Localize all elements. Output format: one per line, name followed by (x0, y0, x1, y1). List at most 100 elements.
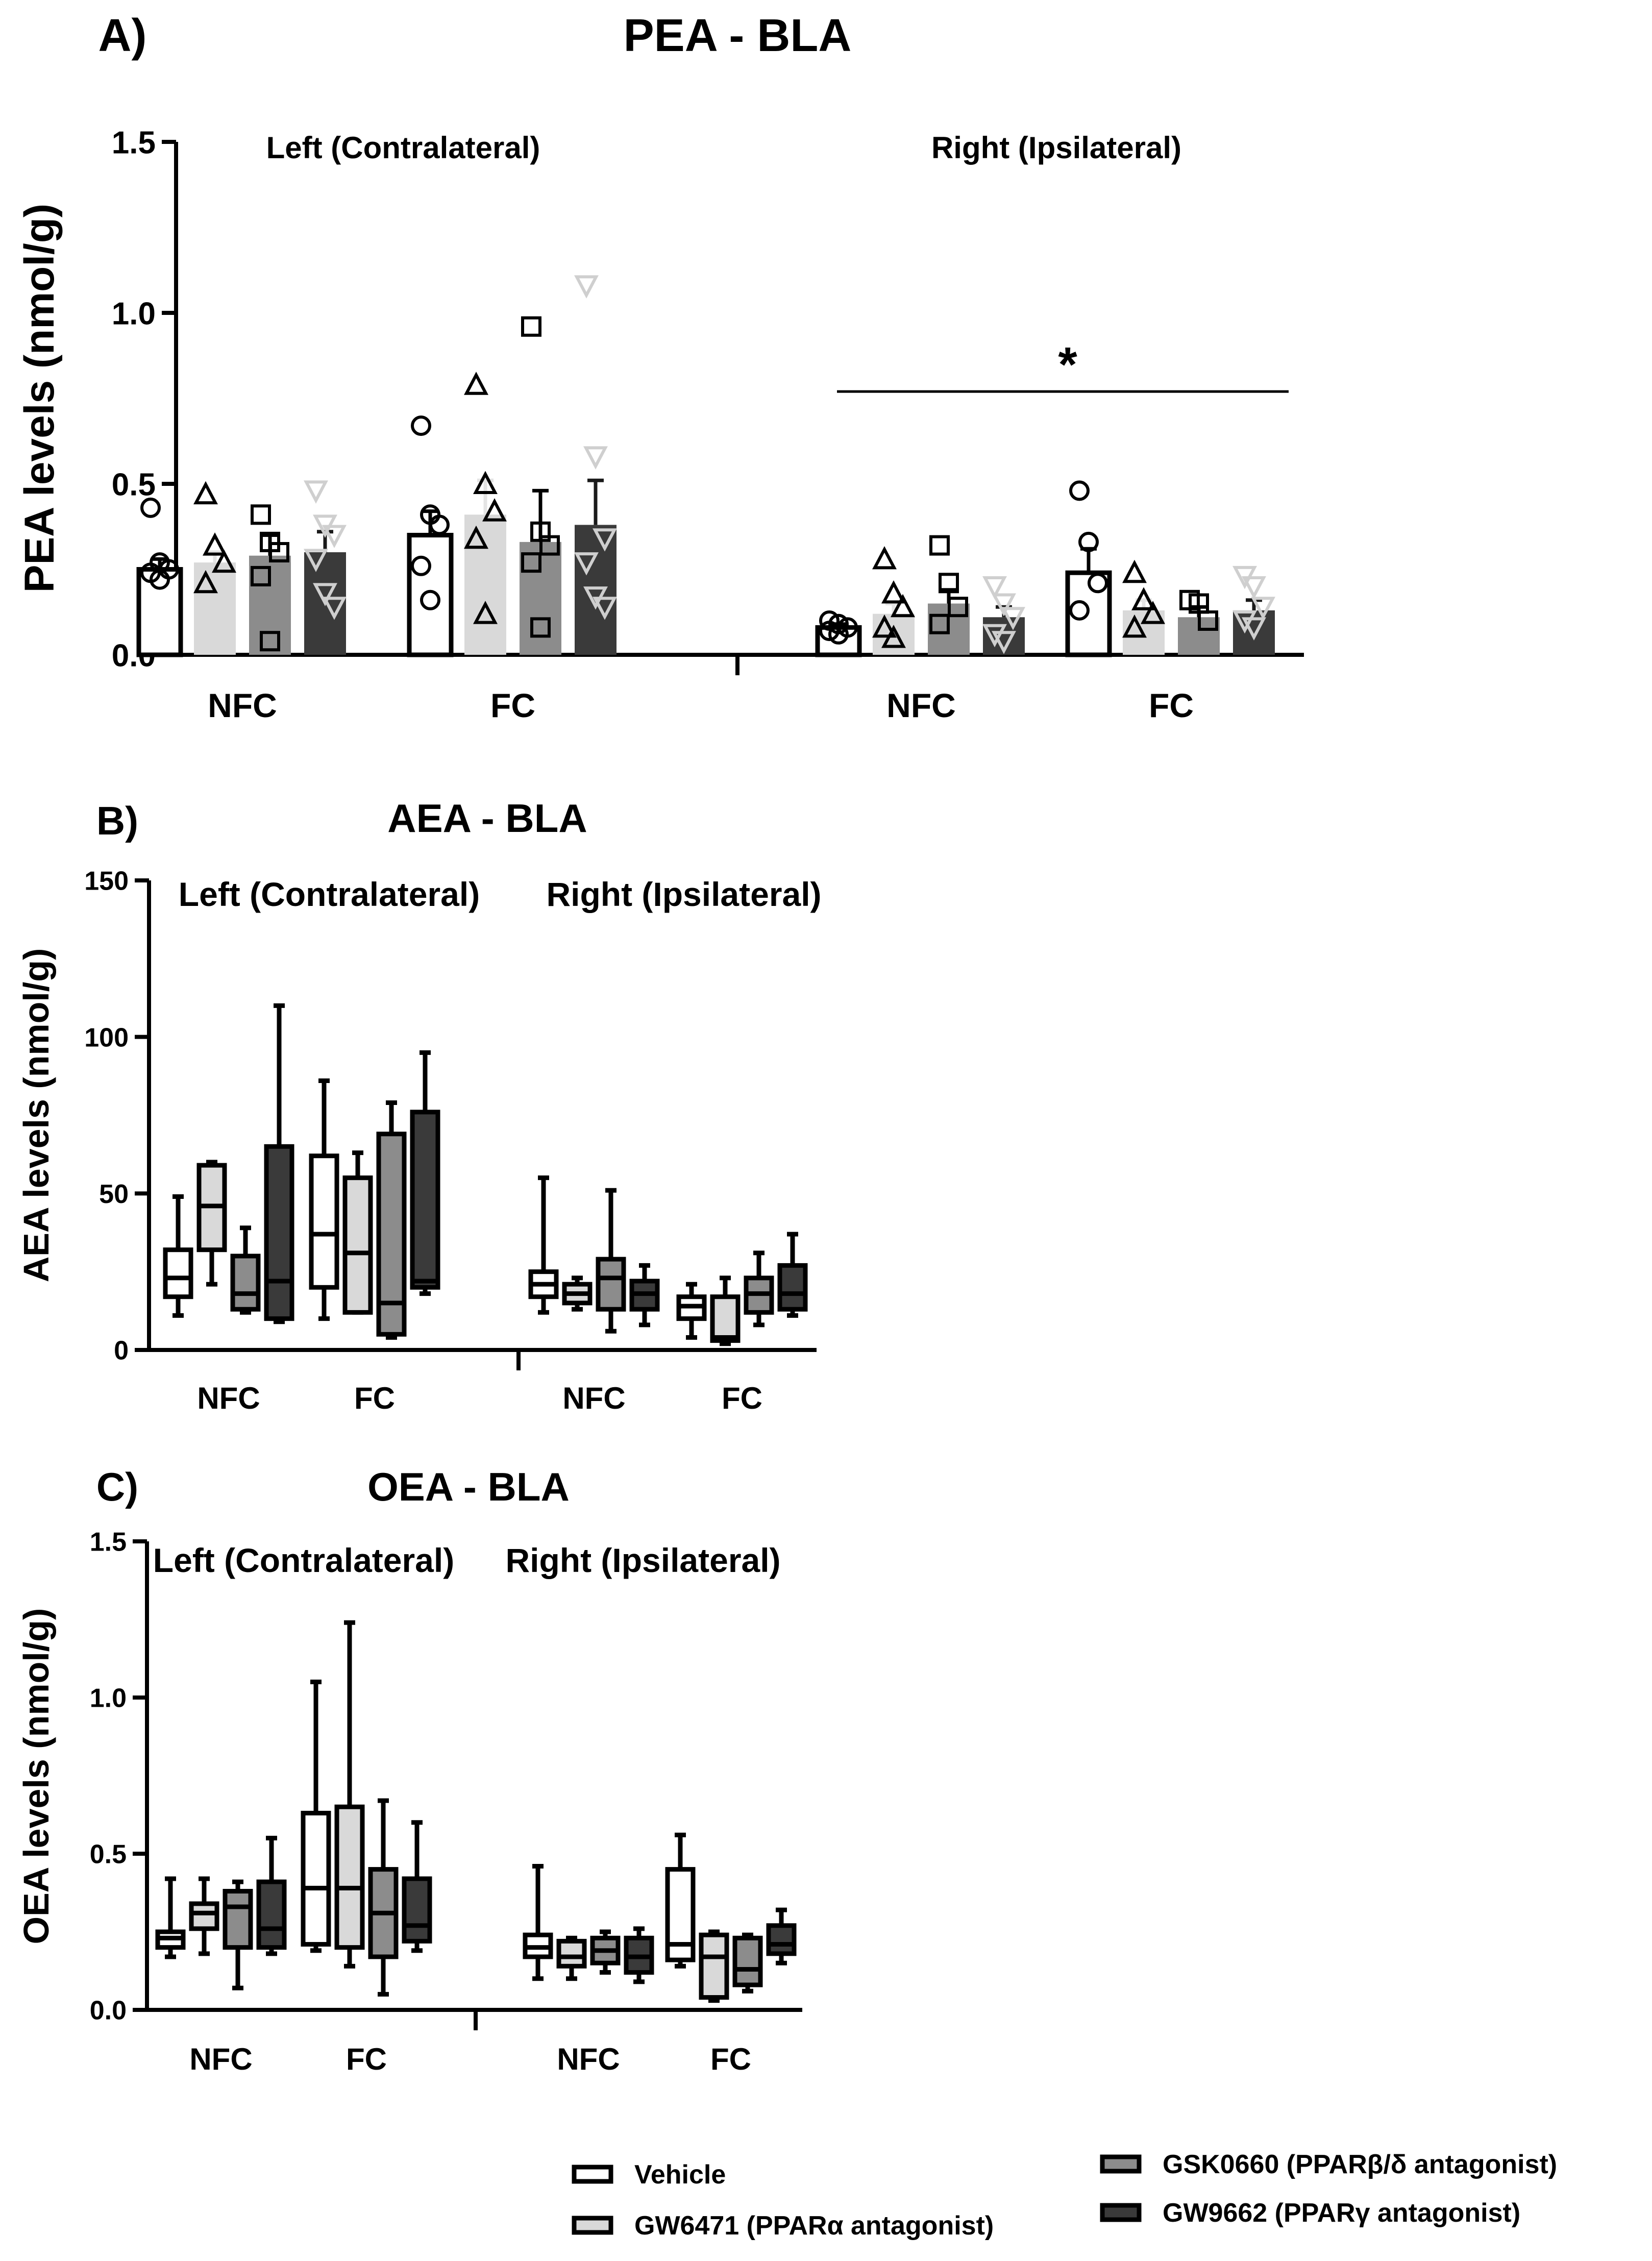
box-group (301, 1679, 331, 1953)
data-point (203, 532, 227, 556)
data-point (982, 576, 1007, 600)
data-point (530, 617, 551, 638)
data-point (1122, 559, 1147, 583)
data-point (948, 597, 968, 618)
y-tick-label: 0.0 (90, 1996, 127, 2026)
legend-swatch (572, 2216, 613, 2235)
box-group (230, 1225, 261, 1315)
bar-group (407, 415, 454, 657)
bar-group (815, 610, 862, 657)
data-point (322, 525, 347, 548)
data-point (828, 624, 849, 645)
data-point (1232, 610, 1257, 634)
data-point (929, 535, 950, 556)
data-point (1122, 614, 1147, 638)
box-group (665, 1832, 696, 1969)
data-point (1078, 531, 1099, 552)
bar-group (1232, 566, 1275, 655)
box-group (562, 1275, 593, 1312)
bar-group (928, 535, 970, 655)
data-point (140, 497, 161, 518)
x-tick-label: FC (490, 686, 535, 724)
data-point (304, 549, 328, 572)
y-tick-label: 1.0 (112, 296, 156, 331)
y-tick-label: 0.5 (90, 1840, 127, 1870)
box (402, 1876, 432, 1944)
legend-item: Vehicle (572, 2160, 726, 2190)
box-group (376, 1100, 407, 1340)
data-point (574, 275, 599, 299)
data-point (819, 621, 840, 642)
x-tick-label: FC (722, 1381, 762, 1415)
x-tick-label: NFC (208, 686, 277, 724)
box (342, 1175, 373, 1315)
data-point (583, 446, 608, 470)
box-group (334, 1620, 365, 1969)
box-group (155, 1876, 186, 1959)
bar-group (464, 372, 507, 655)
data-point (150, 569, 170, 590)
box-group (732, 1932, 763, 1994)
box-group (590, 1929, 621, 1975)
chart-title: PEA - BLA (624, 10, 852, 61)
box-group (710, 1275, 741, 1346)
chart-title: OEA - BLA (367, 1464, 570, 1509)
box-group (410, 1050, 440, 1296)
bar (194, 562, 236, 655)
bar (136, 567, 183, 657)
data-point (482, 498, 507, 522)
box-group (629, 1263, 660, 1328)
data-point (1001, 607, 1025, 630)
data-point (521, 552, 541, 573)
data-point (1141, 601, 1165, 624)
chart-title: AEA - BLA (387, 796, 587, 841)
box-group (196, 1160, 227, 1287)
data-point (992, 631, 1016, 654)
data-point (819, 610, 840, 631)
bar-group (1122, 559, 1165, 655)
box (710, 1294, 741, 1343)
y-axis-label: OEA levels (nmol/g) (16, 1608, 56, 1945)
bar-group (574, 275, 617, 655)
data-point (473, 471, 498, 494)
box-group (368, 1798, 399, 1997)
side-label: Left (Contralateral) (179, 875, 480, 913)
box-group (624, 1926, 654, 1984)
box-group (556, 1935, 587, 1981)
bar-group (193, 481, 236, 655)
box-group (744, 1250, 774, 1328)
data-point (881, 580, 906, 604)
data-point (1242, 576, 1266, 600)
box (230, 1254, 261, 1312)
legend-label: GSK0660 (PPARβ/δ antagonist) (1163, 2150, 1557, 2179)
data-point (1069, 480, 1090, 501)
data-point (269, 542, 289, 562)
significance-star: * (1058, 337, 1077, 392)
data-point (1069, 600, 1090, 621)
data-point (411, 415, 431, 436)
data-point (322, 597, 347, 620)
data-point (304, 480, 328, 504)
data-point (1251, 597, 1275, 620)
x-tick-label: FC (354, 1381, 395, 1415)
legend-label: Vehicle (634, 2160, 726, 2190)
y-tick-label: 150 (84, 867, 129, 896)
data-point (411, 555, 431, 576)
bar-group (1065, 480, 1112, 657)
box-group (523, 1863, 553, 1981)
box (766, 1923, 797, 1956)
box (163, 1247, 193, 1299)
side-label: Left (Contralateral) (266, 131, 540, 165)
x-tick-label: NFC (562, 1381, 625, 1415)
data-point (420, 589, 440, 610)
box-group (189, 1876, 219, 1956)
y-tick-label: 0 (114, 1336, 129, 1366)
x-tick-label: FC (1149, 686, 1194, 724)
data-point (881, 625, 906, 648)
bar-group (136, 497, 183, 657)
data-point (1131, 587, 1156, 610)
bar-group (982, 576, 1025, 655)
data-point (464, 372, 488, 395)
box (301, 1810, 331, 1947)
bar (464, 514, 506, 655)
